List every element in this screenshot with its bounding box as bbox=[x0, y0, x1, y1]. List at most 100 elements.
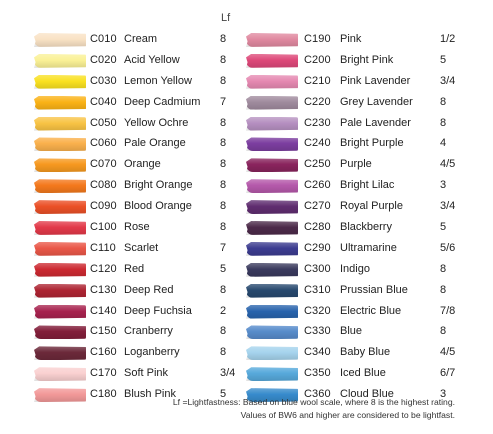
color-swatch bbox=[34, 221, 86, 236]
lightfastness-value: 8 bbox=[220, 33, 227, 45]
lightfastness-value: 8 bbox=[220, 221, 227, 234]
color-name: Scarlet bbox=[124, 241, 159, 254]
color-name: Bright Pink bbox=[340, 53, 394, 66]
color-swatch bbox=[34, 283, 86, 298]
lightfastness-value: 8 bbox=[220, 325, 227, 338]
color-swatch bbox=[246, 137, 298, 152]
color-code: C190 bbox=[304, 33, 331, 45]
color-swatch bbox=[34, 241, 86, 256]
color-code: C010 bbox=[90, 33, 117, 45]
color-name: Pale Lavender bbox=[340, 116, 411, 129]
lightfastness-value: 8 bbox=[220, 137, 227, 150]
lightfastness-value: 7/8 bbox=[440, 304, 456, 317]
color-name: Deep Cadmium bbox=[124, 95, 201, 108]
color-name: Acid Yellow bbox=[124, 53, 180, 66]
color-swatch bbox=[246, 346, 298, 361]
color-name: Pale Orange bbox=[124, 137, 186, 150]
color-name: Yellow Ochre bbox=[124, 116, 189, 129]
color-swatch bbox=[34, 304, 86, 319]
color-code: C020 bbox=[90, 53, 117, 66]
color-swatch bbox=[246, 304, 298, 319]
color-swatch bbox=[34, 95, 86, 110]
color-code: C330 bbox=[304, 325, 331, 338]
lightfastness-value: 8 bbox=[220, 179, 227, 192]
color-code: C070 bbox=[90, 158, 117, 171]
color-code: C250 bbox=[304, 158, 331, 171]
color-swatch bbox=[246, 33, 298, 47]
color-code: C270 bbox=[304, 200, 331, 213]
color-swatch bbox=[246, 116, 298, 131]
color-code: C110 bbox=[90, 241, 116, 254]
color-name: Ultramarine bbox=[340, 241, 397, 254]
color-code: C230 bbox=[304, 116, 331, 129]
lightfastness-value: 5 bbox=[220, 388, 227, 401]
color-name: Blood Orange bbox=[124, 200, 192, 213]
lightfastness-value: 8 bbox=[440, 95, 447, 108]
lightfastness-value: 8 bbox=[220, 74, 227, 87]
lightfastness-value: 2 bbox=[220, 304, 227, 317]
lightfastness-value: 3 bbox=[440, 179, 447, 192]
color-code: C340 bbox=[304, 346, 331, 359]
color-name: Blackberry bbox=[340, 221, 392, 234]
lightfastness-value: 3 bbox=[440, 388, 447, 401]
color-swatch bbox=[34, 325, 86, 340]
color-swatch bbox=[246, 241, 298, 256]
lightfastness-value: 4 bbox=[440, 137, 447, 150]
color-swatch bbox=[246, 388, 298, 403]
color-swatch bbox=[246, 325, 298, 340]
color-code: C090 bbox=[90, 200, 117, 213]
lightfastness-value: 8 bbox=[440, 283, 447, 296]
lightfastness-value: 5 bbox=[440, 221, 447, 234]
color-swatch bbox=[34, 179, 86, 194]
lightfastness-value: 8 bbox=[220, 346, 227, 359]
lightfastness-value: 8 bbox=[220, 283, 227, 296]
color-name: Cranberry bbox=[124, 325, 173, 338]
color-name: Bright Purple bbox=[340, 137, 404, 150]
lightfastness-value: 7 bbox=[220, 95, 227, 108]
color-swatch bbox=[34, 158, 86, 173]
color-swatch bbox=[34, 116, 86, 131]
color-name: Purple bbox=[340, 158, 372, 171]
color-swatch bbox=[34, 388, 86, 403]
color-code: C150 bbox=[90, 325, 117, 338]
lightfastness-value: 5/6 bbox=[440, 241, 456, 254]
color-code: C280 bbox=[304, 221, 331, 234]
color-name: Grey Lavender bbox=[340, 95, 413, 108]
color-name: Orange bbox=[124, 158, 161, 171]
color-code: C300 bbox=[304, 262, 331, 275]
footnote-line-1: Lf =Lightfastness: Based on blue wool sc… bbox=[172, 397, 455, 407]
color-code: C160 bbox=[90, 346, 117, 359]
color-code: C050 bbox=[90, 116, 117, 129]
color-swatch bbox=[34, 200, 86, 215]
color-name: Rose bbox=[124, 221, 150, 234]
lightfastness-value: 3/4 bbox=[440, 74, 456, 87]
lightfastness-value: 8 bbox=[440, 262, 447, 275]
color-swatch bbox=[246, 74, 298, 89]
color-name: Pink bbox=[340, 33, 362, 45]
color-swatch bbox=[34, 346, 86, 361]
color-name: Loganberry bbox=[124, 346, 180, 359]
color-name: Red bbox=[124, 262, 145, 275]
color-name: Bright Lilac bbox=[340, 179, 395, 192]
color-swatch bbox=[34, 262, 86, 277]
lightfastness-value: 3/4 bbox=[440, 200, 456, 213]
color-name: Bright Orange bbox=[124, 179, 193, 192]
color-swatch bbox=[34, 53, 86, 68]
color-swatch bbox=[246, 53, 298, 68]
color-code: C360 bbox=[304, 388, 331, 401]
color-code: C030 bbox=[90, 74, 117, 87]
color-name: Pink Lavender bbox=[340, 74, 411, 87]
color-name: Deep Fuchsia bbox=[124, 304, 192, 317]
lightfastness-value: 8 bbox=[220, 158, 227, 171]
color-swatch bbox=[34, 33, 86, 47]
color-name: Royal Purple bbox=[340, 200, 403, 213]
color-swatch bbox=[246, 200, 298, 215]
lightfastness-value: 4/5 bbox=[440, 158, 456, 171]
color-name: Electric Blue bbox=[340, 304, 402, 317]
lightfastness-value: 6/7 bbox=[440, 367, 456, 380]
color-swatch bbox=[246, 221, 298, 236]
color-name: Indigo bbox=[340, 262, 370, 275]
color-name: Prussian Blue bbox=[340, 283, 408, 296]
color-code: C310 bbox=[304, 283, 331, 296]
color-code: C200 bbox=[304, 53, 331, 66]
